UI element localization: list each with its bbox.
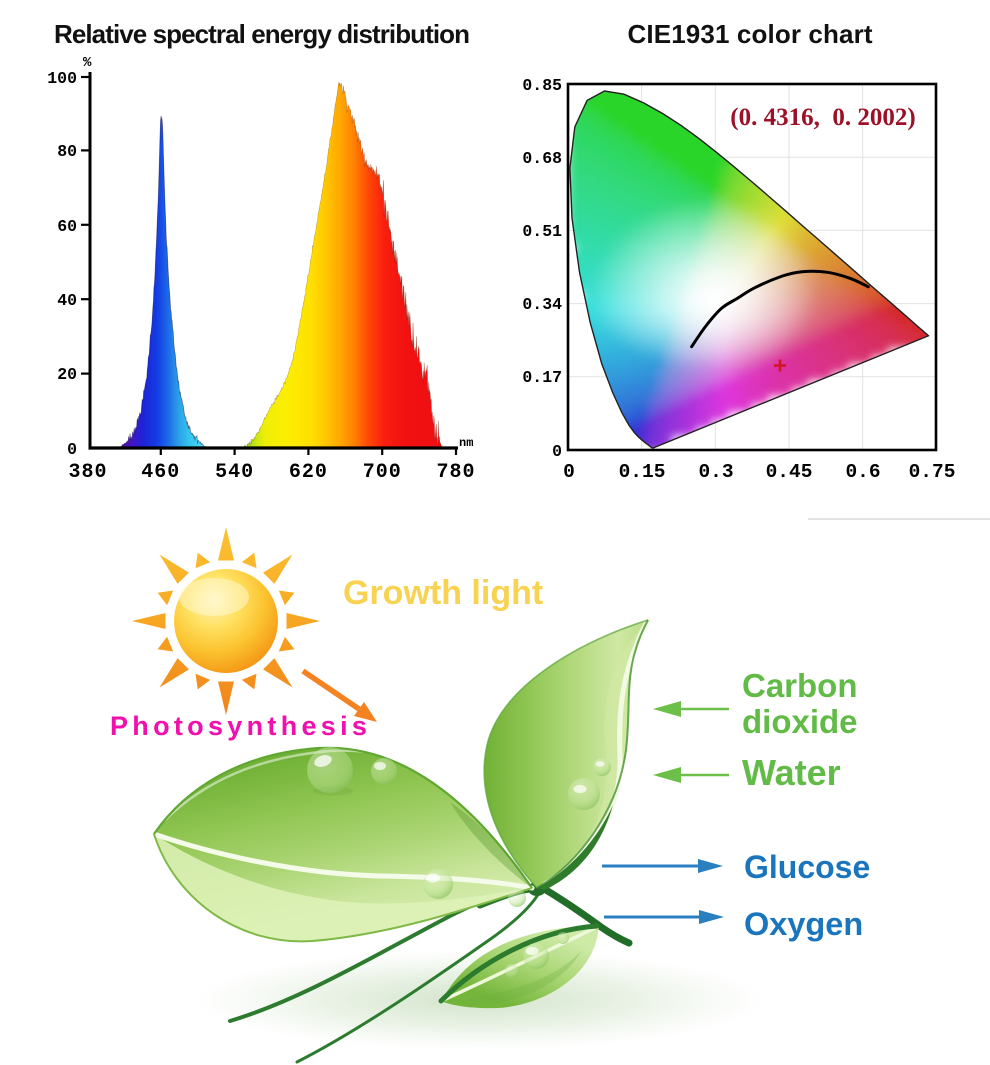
svg-text:460: 460 — [141, 461, 180, 484]
svg-text:Water: Water — [742, 752, 841, 793]
svg-text:0.75: 0.75 — [909, 461, 956, 483]
svg-text:0.51: 0.51 — [522, 222, 562, 241]
svg-text:0.45: 0.45 — [766, 461, 813, 483]
svg-text:0: 0 — [563, 461, 575, 483]
svg-text:Oxygen: Oxygen — [744, 906, 863, 942]
svg-text:Photosynthesis: Photosynthesis — [110, 711, 371, 741]
svg-text:0.17: 0.17 — [522, 368, 562, 387]
svg-text:(0. 4316, 0. 2002): (0. 4316, 0. 2002) — [730, 104, 915, 131]
svg-text:nm: nm — [459, 436, 473, 450]
svg-text:540: 540 — [215, 461, 254, 484]
svg-text:0.68: 0.68 — [522, 149, 562, 168]
svg-text:20: 20 — [57, 365, 77, 384]
svg-text:380: 380 — [68, 461, 107, 484]
svg-text:0.34: 0.34 — [522, 295, 562, 314]
svg-text:0.3: 0.3 — [698, 461, 733, 483]
svg-text:780: 780 — [436, 461, 475, 484]
svg-text:620: 620 — [289, 461, 328, 484]
svg-text:700: 700 — [363, 461, 402, 484]
svg-text:0: 0 — [67, 440, 77, 459]
svg-text:80: 80 — [57, 142, 77, 161]
svg-text:40: 40 — [57, 291, 77, 310]
svg-text:dioxide: dioxide — [742, 703, 858, 740]
svg-text:Carbon: Carbon — [742, 667, 858, 704]
svg-text:60: 60 — [57, 217, 77, 236]
svg-text:100: 100 — [47, 69, 77, 88]
svg-text:Relative spectral energy distr: Relative spectral energy distribution — [54, 19, 470, 49]
svg-text:0.85: 0.85 — [522, 76, 562, 95]
svg-text:%: % — [83, 55, 92, 71]
svg-text:0: 0 — [552, 442, 562, 461]
svg-text:CIE1931 color chart: CIE1931 color chart — [628, 19, 873, 49]
svg-text:0.6: 0.6 — [845, 461, 880, 483]
svg-text:Glucose: Glucose — [744, 849, 870, 885]
svg-text:Growth light: Growth light — [343, 574, 543, 612]
svg-text:0.15: 0.15 — [619, 461, 666, 483]
